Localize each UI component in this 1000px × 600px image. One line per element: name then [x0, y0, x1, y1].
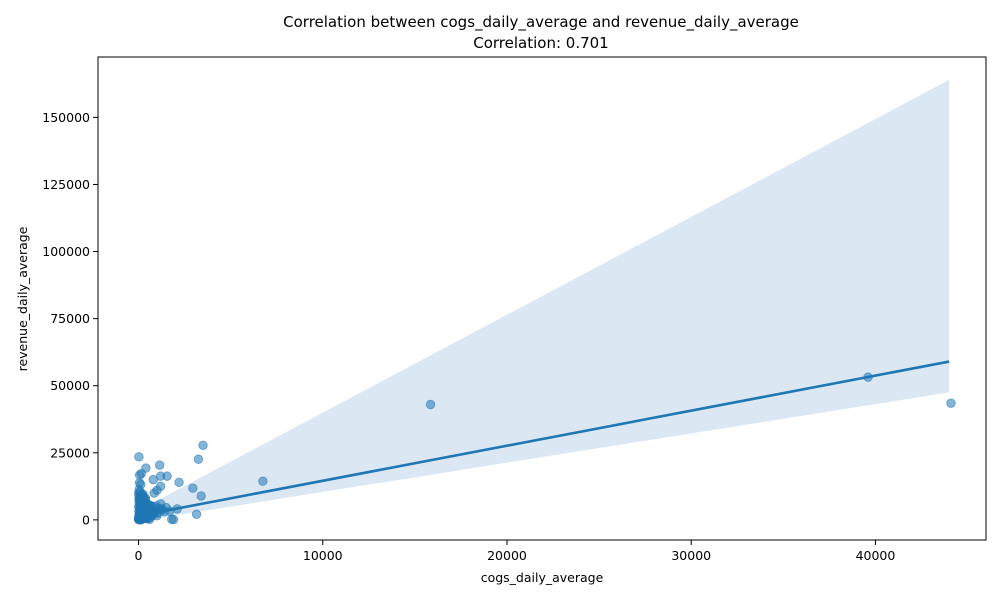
data-point	[196, 491, 206, 501]
y-tick-label: 25000	[50, 445, 90, 460]
data-point	[166, 514, 177, 525]
data-point	[138, 489, 148, 499]
plot-area	[133, 79, 956, 525]
data-point	[191, 509, 202, 519]
x-axis-label: cogs_daily_average	[481, 570, 604, 585]
data-point	[174, 477, 184, 488]
data-point	[188, 483, 198, 493]
data-point	[193, 454, 204, 464]
data-point	[155, 460, 165, 470]
x-tick-label: 30000	[671, 548, 711, 563]
data-point	[148, 474, 158, 485]
x-tick-label: 10000	[303, 548, 343, 563]
y-axis-label: revenue_daily_average	[15, 226, 30, 371]
confidence-band	[138, 79, 950, 522]
regression-line	[138, 360, 950, 518]
y-axis-ticks: 0 25000 50000 75000 100000 125000 150000	[42, 110, 98, 527]
y-tick-label: 0	[82, 512, 90, 527]
y-tick-label: 75000	[50, 311, 90, 326]
data-point	[425, 399, 436, 410]
plot-frame	[97, 56, 987, 541]
chart-title: Correlation between cogs_daily_average a…	[283, 13, 799, 32]
data-point	[198, 440, 208, 450]
data-point	[141, 463, 151, 473]
y-tick-label: 100000	[42, 244, 90, 259]
x-axis-ticks: 0 10000 20000 30000 40000	[135, 540, 896, 563]
data-point	[162, 471, 172, 481]
x-tick-label: 20000	[487, 548, 527, 563]
x-tick-label: 0	[135, 548, 143, 563]
chart-subtitle: Correlation: 0.701	[473, 34, 608, 52]
data-point	[946, 398, 956, 408]
data-point	[134, 452, 144, 462]
y-tick-label: 150000	[42, 110, 90, 125]
x-tick-label: 40000	[856, 548, 896, 563]
data-point	[149, 488, 159, 498]
y-tick-label: 50000	[50, 378, 90, 393]
y-tick-label: 125000	[42, 177, 90, 192]
data-point	[258, 476, 268, 486]
